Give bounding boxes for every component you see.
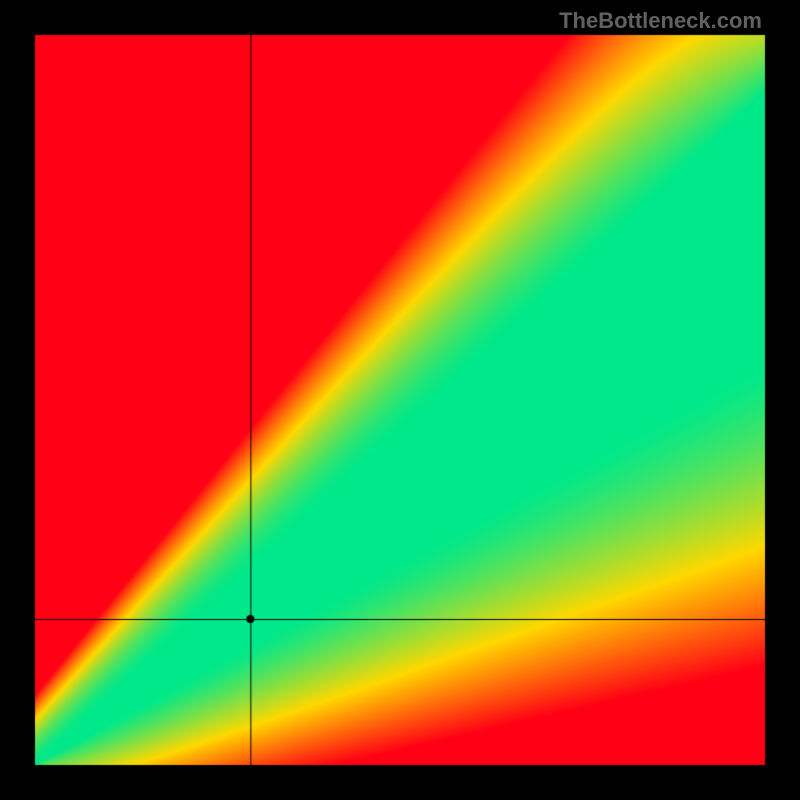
- bottleneck-heatmap-canvas: [0, 0, 800, 800]
- bottleneck-chart-container: TheBottleneck.com: [0, 0, 800, 800]
- watermark-text: TheBottleneck.com: [559, 8, 762, 34]
